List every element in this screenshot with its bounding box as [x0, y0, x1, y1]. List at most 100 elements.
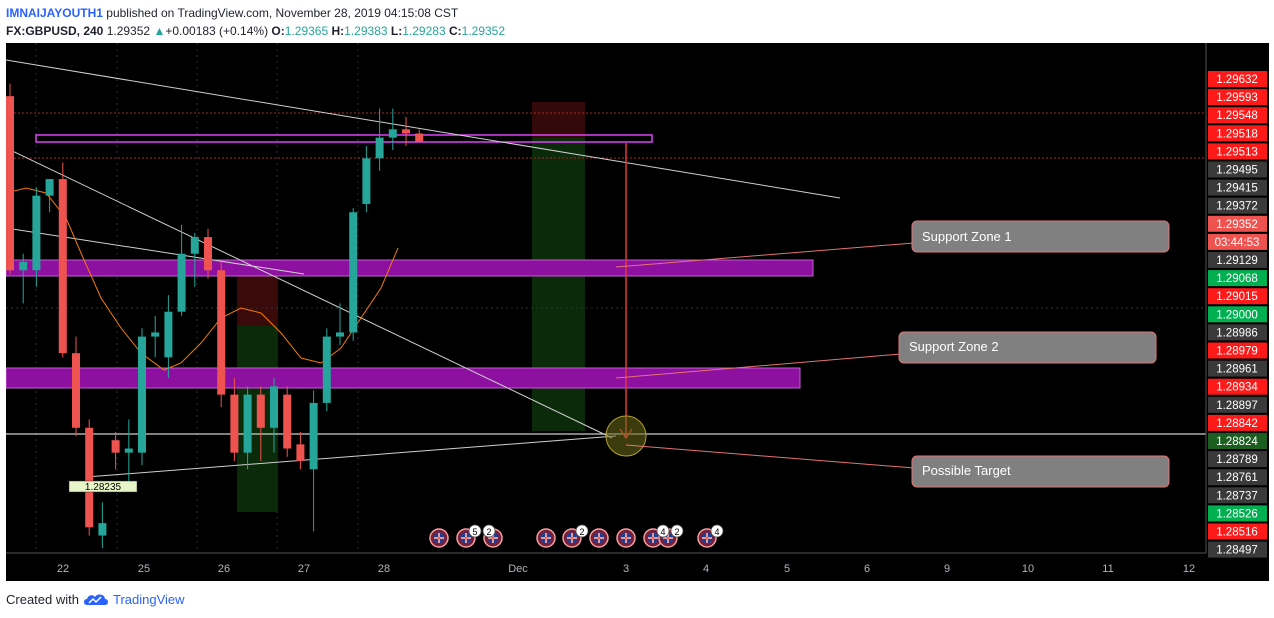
- price-axis-label-text: 1.28979: [1216, 346, 1258, 358]
- event-count-badge-text: 4: [714, 527, 719, 537]
- time-axis-label: 26: [218, 563, 230, 575]
- candle[interactable]: [124, 419, 133, 482]
- candle[interactable]: [283, 386, 292, 457]
- resistance-zone-top[interactable]: [35, 134, 653, 143]
- candle[interactable]: [388, 108, 397, 151]
- time-axis[interactable]: 22 25 26 27 28 Dec 3 4 5 6 9 10 11 12: [57, 563, 1195, 575]
- candle[interactable]: [296, 431, 305, 470]
- support-zone-1[interactable]: [6, 259, 814, 277]
- candle-body: [138, 336, 146, 453]
- economic-event-flag-icon[interactable]: [589, 528, 609, 548]
- candle-body: [349, 212, 358, 333]
- candle-body: [309, 402, 318, 470]
- candle-body: [296, 444, 305, 461]
- callout-support-zone-2[interactable]: Support Zone 2: [898, 331, 1157, 364]
- candle[interactable]: [204, 228, 212, 279]
- price-axis-label-text: 1.28526: [1216, 508, 1258, 520]
- economic-event-flag-icon[interactable]: [536, 528, 556, 548]
- callout-possible-target[interactable]: Possible Target: [911, 455, 1170, 488]
- price-axis-label-text: 1.29495: [1216, 165, 1258, 177]
- price-axis-label: 1.29513: [1208, 143, 1267, 160]
- candle-body: [19, 261, 28, 271]
- event-count-badge: 4: [656, 524, 670, 538]
- candle[interactable]: [256, 386, 265, 461]
- candle[interactable]: [45, 179, 54, 213]
- chart-pane[interactable]: Support Zone 1 Support Zone 2 Possible T…: [6, 43, 1269, 581]
- price-axis-label-text: 1.29513: [1216, 146, 1258, 158]
- candle[interactable]: [243, 386, 252, 470]
- candle[interactable]: [32, 187, 41, 287]
- candle[interactable]: [336, 303, 344, 345]
- candle-body: [415, 133, 424, 142]
- price-axis-label-text: 1.28897: [1216, 400, 1258, 412]
- symbol-name[interactable]: FX:GBPUSD, 240: [6, 24, 104, 38]
- candle[interactable]: [164, 295, 173, 379]
- candle-body: [204, 237, 212, 271]
- price-axis-label-text: 1.29632: [1216, 74, 1258, 86]
- candle[interactable]: [309, 390, 318, 532]
- event-count-badge-text: 5: [472, 527, 477, 537]
- economic-event-flag-icon[interactable]: [562, 528, 582, 548]
- candle[interactable]: [85, 419, 94, 536]
- candle[interactable]: [217, 261, 226, 408]
- support-zone-2[interactable]: [6, 367, 801, 389]
- time-axis-label: 28: [378, 563, 390, 575]
- candle-body: [336, 332, 344, 337]
- candle-body: [217, 270, 226, 395]
- price-axis-label: 1.29518: [1208, 125, 1267, 142]
- price-axis-label-text: 1.29068: [1216, 273, 1258, 285]
- event-count-badge: 2: [670, 524, 684, 538]
- candle[interactable]: [111, 431, 120, 470]
- candle[interactable]: [230, 378, 239, 461]
- price-axis-label-text: 1.28986: [1216, 327, 1258, 339]
- trendline-short[interactable]: [6, 227, 305, 275]
- time-axis-label: 12: [1183, 563, 1195, 575]
- economic-event-flag-icon[interactable]: [429, 528, 449, 548]
- callout-support-zone-1[interactable]: Support Zone 1: [911, 220, 1170, 253]
- price-chart[interactable]: Support Zone 1 Support Zone 2 Possible T…: [6, 43, 1269, 581]
- candle[interactable]: [58, 162, 67, 358]
- economic-event-flag-icon[interactable]: [616, 528, 636, 548]
- moving-average-line[interactable]: [6, 187, 399, 371]
- candle[interactable]: [151, 315, 160, 358]
- candle[interactable]: [72, 336, 80, 437]
- trendline-ascending[interactable]: [85, 435, 617, 478]
- candle[interactable]: [362, 145, 371, 213]
- open-value: 1.29365: [284, 24, 329, 38]
- candle[interactable]: [6, 83, 14, 275]
- publish-header: IMNAIJAYOUTH1 published on TradingView.c…: [6, 4, 458, 22]
- up-arrow-icon: ▲: [153, 24, 166, 38]
- tradingview-link[interactable]: TradingView: [112, 592, 185, 607]
- candle[interactable]: [177, 224, 186, 316]
- candle[interactable]: [402, 116, 410, 146]
- trendline-descending-steep[interactable]: [6, 147, 613, 439]
- author-name[interactable]: IMNAIJAYOUTH1: [6, 6, 103, 20]
- price-axis-label-text: 1.29548: [1216, 110, 1258, 122]
- candle[interactable]: [375, 108, 384, 171]
- open-label: O:: [271, 24, 285, 38]
- candle[interactable]: [270, 378, 278, 453]
- event-count-badge-text: 2: [579, 527, 584, 537]
- candle[interactable]: [19, 253, 28, 304]
- target-circle[interactable]: [605, 415, 647, 457]
- stop-zone-box-1[interactable]: [237, 276, 278, 326]
- candle-body: [111, 440, 120, 453]
- callout-connector-3: [625, 444, 915, 469]
- created-with-text: Created with: [6, 592, 79, 607]
- candle[interactable]: [190, 232, 199, 287]
- price-axis-label-text: 1.28737: [1216, 490, 1258, 502]
- candle-body: [322, 336, 331, 403]
- candle[interactable]: [322, 328, 331, 412]
- callout-connector-2: [615, 353, 902, 379]
- candle[interactable]: [98, 502, 107, 548]
- trendline-descending-long[interactable]: [6, 59, 841, 199]
- callout-text-3: Possible Target: [922, 463, 1011, 478]
- price-axis-label: 1.28789: [1208, 451, 1267, 468]
- candle[interactable]: [415, 129, 424, 142]
- candle-body: [375, 137, 384, 159]
- stop-zone-box-2[interactable]: [532, 102, 585, 138]
- high-value: 1.29383: [344, 24, 388, 38]
- candle[interactable]: [349, 208, 358, 341]
- price-axis[interactable]: 1.29632 1.29593 1.29548 1.29518 1.29513 1.294…: [1208, 71, 1267, 558]
- candle[interactable]: [138, 328, 146, 466]
